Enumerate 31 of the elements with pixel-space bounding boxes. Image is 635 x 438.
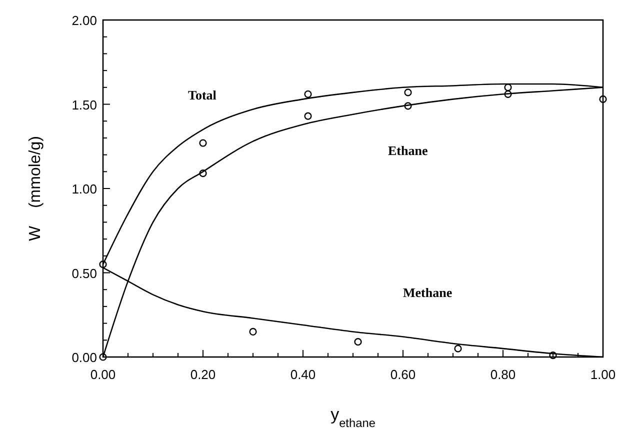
point [404, 102, 412, 110]
point [99, 353, 107, 361]
point [454, 344, 462, 352]
point [199, 170, 207, 178]
y-tick-label: 1.50 [72, 97, 97, 112]
y-axis-title: W (mmole/g) [27, 136, 44, 241]
x-tick-label: 1.00 [590, 367, 616, 382]
y-tick-label: 2.00 [72, 13, 97, 28]
point [354, 338, 362, 346]
x-tick-label: 0.40 [290, 367, 316, 382]
y-tick-label: 1.00 [72, 182, 97, 196]
point [99, 260, 107, 268]
text: Ethane [388, 143, 428, 158]
x-tick-label: 0.20 [190, 367, 216, 382]
x-tick-label: 0.60 [390, 367, 416, 382]
x-tick-label: 0.00 [90, 367, 116, 382]
y-tick-label: 0.00 [72, 350, 97, 365]
text: Methane [403, 284, 452, 300]
x-axis-title: y$_{ethane}$ [330, 405, 376, 430]
x-tick-label: 0.80 [490, 367, 516, 382]
point [304, 90, 312, 98]
series-label: Total [188, 87, 217, 102]
point [599, 95, 607, 103]
point [304, 112, 312, 120]
point [504, 90, 512, 98]
point [549, 352, 557, 360]
point [404, 88, 412, 96]
point [199, 139, 207, 147]
point [504, 84, 512, 92]
point [249, 328, 257, 336]
y-tick-label: 0.50 [72, 266, 97, 281]
